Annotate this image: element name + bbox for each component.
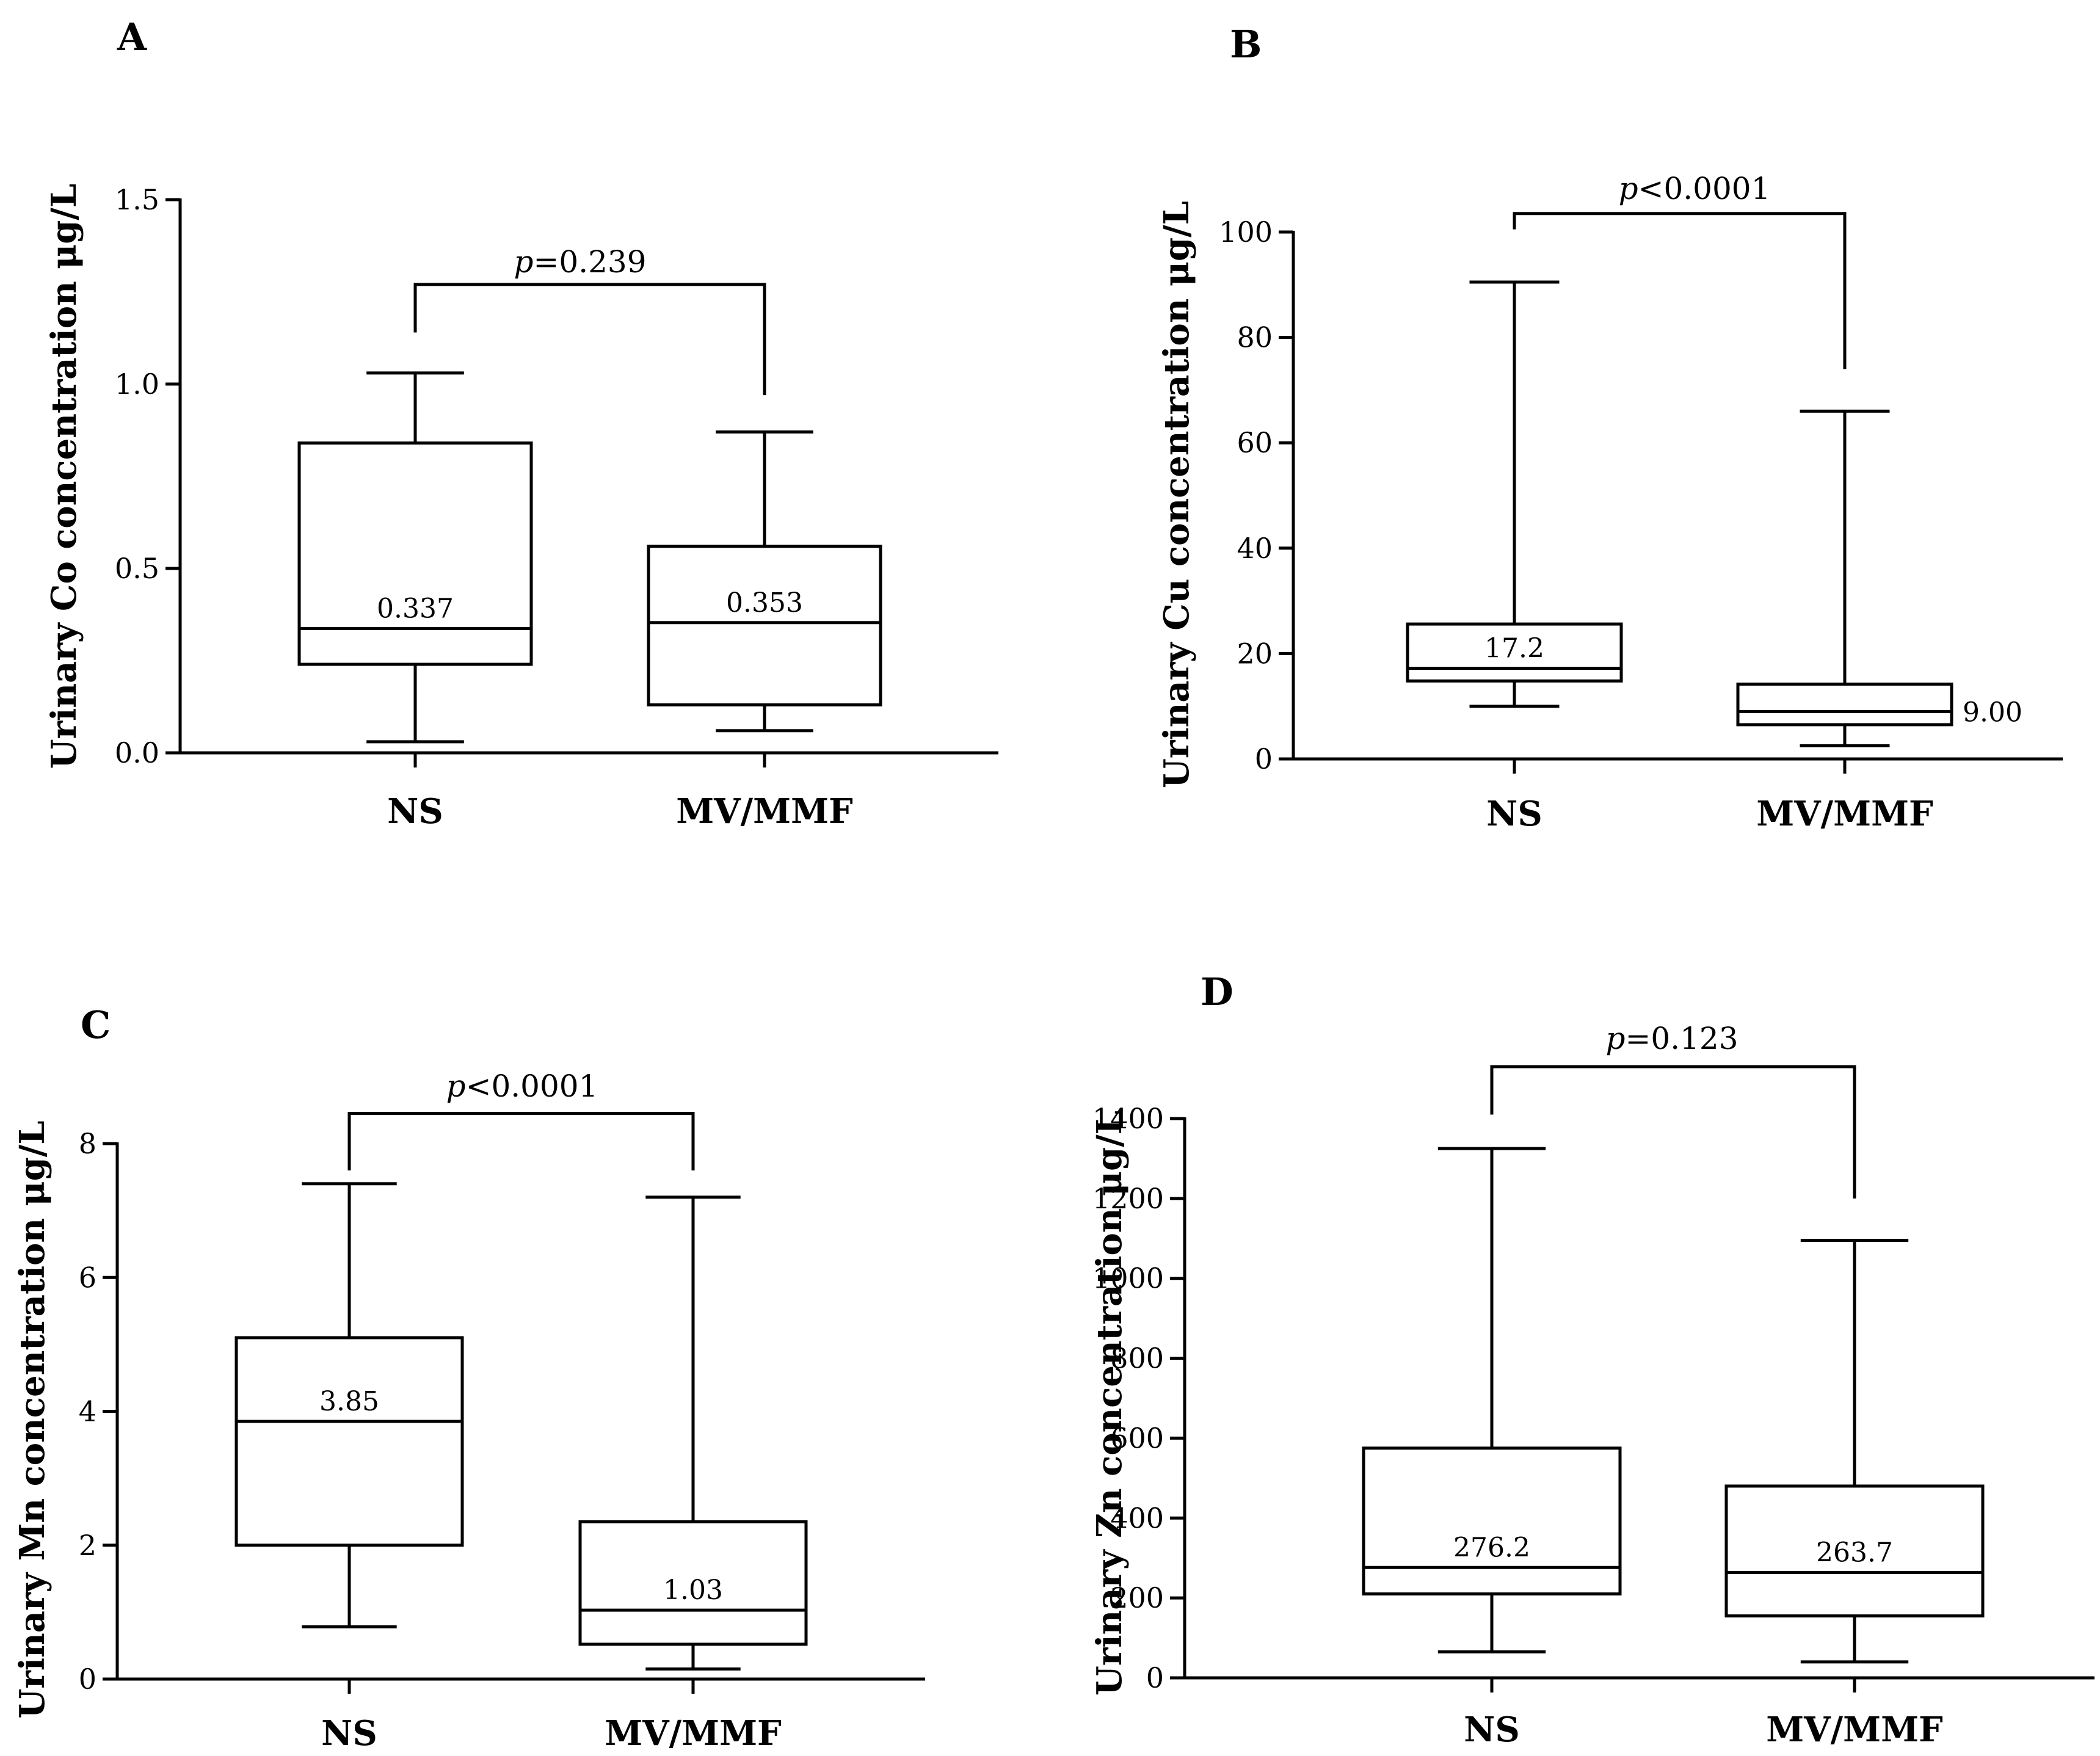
panel-a-box-ns: 0.337 [297, 371, 533, 744]
panel-a-y-tick-label: 0.0 [115, 736, 159, 769]
panel-c-boxes: 3.85 1.03 [234, 1182, 808, 1671]
panel-c-y-tick-label: 6 [79, 1261, 96, 1294]
panel-c-p-symbol: p [446, 1068, 466, 1104]
panel-d-y-axis-label: Urinary Zn concentration μg/L [1089, 1111, 1130, 1696]
panel-a-y-tick-label: 1.0 [115, 368, 159, 401]
panel-b-y-tick-label: 60 [1237, 426, 1273, 459]
panel-d-letter: D [1201, 970, 1233, 1014]
panel-c-y-tick-label: 0 [79, 1663, 96, 1696]
panel-a-p-value: p=0.239 [514, 244, 646, 280]
panel-c-y-ticks: 0 2 4 6 8 [79, 1127, 925, 1696]
panel-c-y-tick-label: 2 [79, 1529, 96, 1562]
panel-b-y-axis-label: Urinary Cu concentration μg/L [1157, 201, 1197, 788]
panel-b: B Urinary Cu concentration μg/L 0 20 40 60 8… [1157, 22, 2063, 834]
iqr-box [297, 441, 533, 666]
panel-c-y-axis-label: Urinary Mn concentration μg/L [12, 1120, 53, 1718]
panel-b-y-tick-label: 80 [1237, 321, 1273, 354]
panel-a-p-text: =0.239 [533, 244, 646, 280]
panel-a-category-ns: NS [387, 791, 443, 832]
panel-d-p-symbol: p [1605, 1021, 1625, 1056]
panel-d-y-tick-label: 1400 [1092, 1102, 1164, 1135]
panel-a-significance-bracket [413, 283, 766, 396]
panel-d-p-text: =0.123 [1625, 1021, 1738, 1056]
panel-b-category-mv-mmf: MV/MMF [1756, 794, 1933, 834]
panel-d-y-tick-label: 1200 [1092, 1182, 1164, 1215]
panel-b-boxes: 17.2 9.00 [1406, 280, 2022, 747]
panel-d-bracket-line [1490, 1065, 1856, 1199]
panel-a-boxes: 0.337 0.353 [297, 371, 882, 744]
panel-d-category-mv-mmf: MV/MMF [1766, 1710, 1943, 1750]
panel-a-y-tick-label: 0.5 [115, 552, 159, 585]
panel-c-significance-bracket [347, 1112, 695, 1170]
panel-d-category-ns: NS [1464, 1710, 1520, 1750]
panel-a-box-mv-mmf: 0.353 [647, 430, 882, 733]
panel-d-significance-bracket [1490, 1065, 1856, 1199]
panel-d-box-mv-mmf: 263.7 [1724, 1239, 1985, 1664]
panel-c-category-mv-mmf: MV/MMF [605, 1713, 782, 1754]
panel-b-p-text: <0.0001 [1638, 171, 1771, 206]
iqr-box [234, 1336, 464, 1547]
panel-b-box-ns: 17.2 [1406, 280, 1623, 708]
median-label: 9.00 [1963, 697, 2022, 728]
panel-c-p-value: p<0.0001 [446, 1068, 598, 1104]
iqr-box [1406, 622, 1623, 683]
median-label: 17.2 [1484, 633, 1544, 664]
panel-c-bracket-line [347, 1112, 695, 1170]
panel-c-y-tick-label: 8 [79, 1127, 96, 1160]
median-label: 263.7 [1816, 1537, 1893, 1568]
panel-b-y-tick-label: 20 [1237, 637, 1273, 670]
panel-d-boxes: 276.2 263.7 [1362, 1147, 1985, 1664]
panel-b-box-mv-mmf: 9.00 [1736, 409, 2022, 747]
panel-c-category-ns: NS [321, 1713, 377, 1754]
panel-b-p-symbol: p [1619, 171, 1638, 206]
panel-c-p-text: <0.0001 [466, 1068, 598, 1104]
panel-b-bracket-line [1513, 212, 1847, 369]
panel-b-category-ns: NS [1486, 794, 1542, 834]
panel-b-y-tick-label: 100 [1219, 216, 1273, 249]
panel-b-p-value: p<0.0001 [1619, 171, 1771, 206]
panel-d-y-tick-label: 600 [1110, 1421, 1164, 1454]
panel-a-category-mv-mmf: MV/MMF [676, 791, 853, 832]
panel-d-y-tick-label: 400 [1110, 1501, 1164, 1534]
panel-c-y-tick-label: 4 [79, 1395, 96, 1428]
iqr-box [578, 1520, 808, 1646]
panel-a-y-tick-label: 1.5 [115, 183, 159, 216]
panel-d-y-tick-label: 0 [1146, 1661, 1164, 1694]
iqr-box [1736, 682, 1953, 727]
panel-b-y-tick-label: 40 [1237, 532, 1273, 565]
panel-a-letter: A [117, 15, 147, 59]
panel-c-letter: C [81, 1003, 111, 1047]
panel-d-box-ns: 276.2 [1362, 1147, 1622, 1653]
panel-d-y-ticks: 0 200 400 600 800 1000 1200 1400 [1092, 1102, 2095, 1694]
iqr-box [1724, 1484, 1985, 1618]
panel-b-letter: B [1230, 22, 1262, 67]
panel-b-y-tick-label: 0 [1255, 742, 1273, 775]
iqr-box [1362, 1446, 1622, 1596]
panel-a-y-ticks: 0.0 0.5 1.0 1.5 [115, 183, 998, 769]
median-label: 0.337 [377, 593, 454, 624]
median-label: 1.03 [663, 1575, 723, 1606]
panel-a-y-axis-label: Urinary Co concentration μg/L [44, 184, 84, 769]
panel-a-bracket-line [413, 283, 766, 396]
panel-c-box-ns: 3.85 [234, 1182, 464, 1628]
median-label: 0.353 [726, 587, 803, 619]
panel-d-p-value: p=0.123 [1605, 1021, 1738, 1056]
panel-d-y-tick-label: 200 [1110, 1581, 1164, 1614]
iqr-box [647, 545, 882, 706]
median-label: 276.2 [1453, 1532, 1530, 1563]
panel-c-box-mv-mmf: 1.03 [578, 1195, 808, 1671]
median-label: 3.85 [319, 1386, 379, 1417]
panel-c: C Urinary Mn concentration μg/L 0 2 4 6 8 3.… [12, 1003, 925, 1754]
panel-d: D Urinary Zn concentration μg/L 0 200 400 6… [1089, 970, 2095, 1750]
panel-b-y-ticks: 0 20 40 60 80 100 [1219, 216, 2063, 775]
panel-a-p-symbol: p [514, 244, 533, 280]
panel-b-significance-bracket [1513, 212, 1847, 369]
panel-d-y-tick-label: 800 [1110, 1342, 1164, 1375]
panel-d-y-tick-label: 1000 [1092, 1262, 1164, 1295]
panel-a: A Urinary Co concentration μg/L 0.0 0.5 1.… [44, 15, 998, 832]
